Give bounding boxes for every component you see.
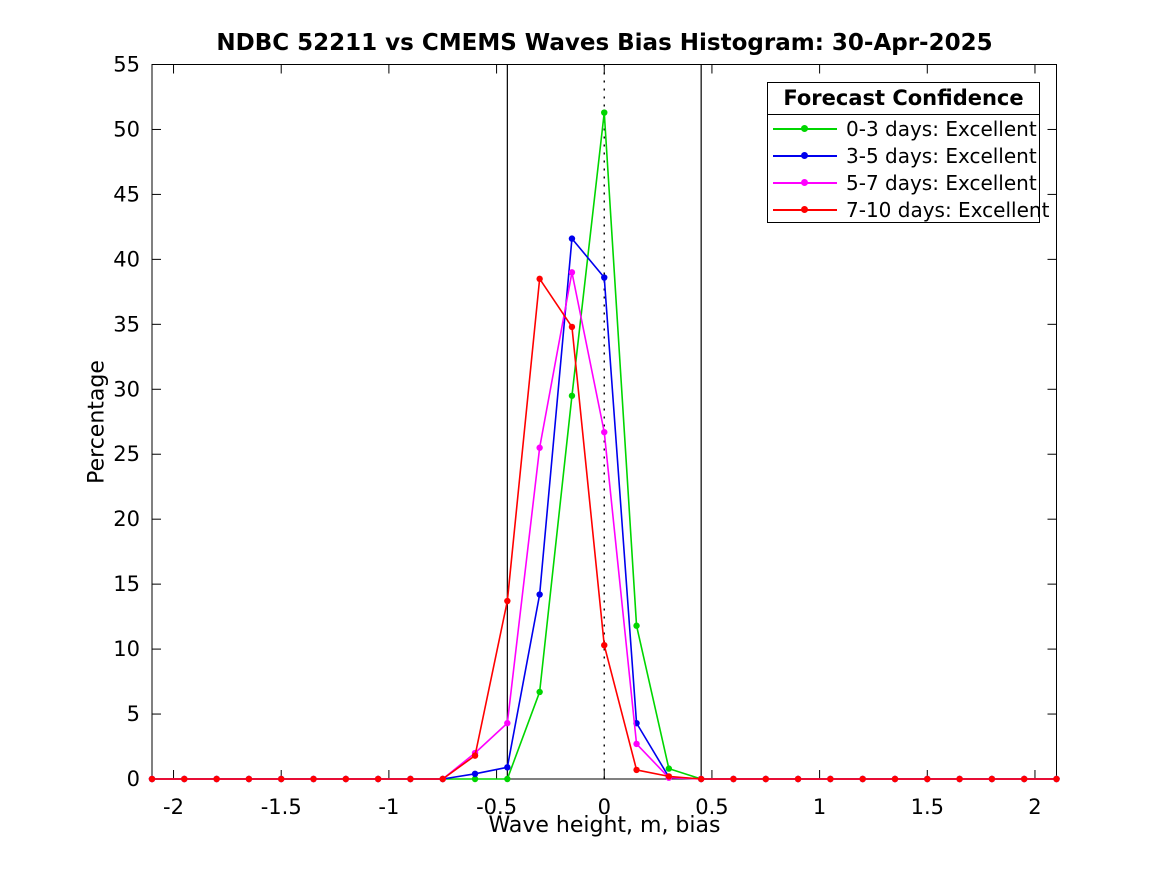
data-point-marker <box>504 719 511 727</box>
legend-item-label: 0-3 days: Excellent <box>846 116 1037 141</box>
legend-item-5-7-days: 5-7 days: Excellent <box>768 169 1039 196</box>
series-markers-7-10-days-excellent <box>148 275 1060 783</box>
data-point-marker <box>278 775 285 783</box>
data-point-marker <box>827 775 834 783</box>
data-point-marker <box>504 764 511 771</box>
data-point-marker <box>601 274 608 281</box>
y-tick-label: 20 <box>113 507 140 531</box>
legend-item-0-3-days: 0-3 days: Excellent <box>768 115 1039 142</box>
y-tick-label: 45 <box>113 182 140 206</box>
data-point-marker <box>213 775 220 783</box>
data-point-marker <box>1020 775 1028 783</box>
data-point-marker <box>439 775 446 783</box>
data-point-marker <box>310 775 317 783</box>
data-point-marker <box>536 688 543 696</box>
data-point-marker <box>633 740 640 748</box>
x-tick-label: 0 <box>598 795 611 819</box>
y-tick-label: 35 <box>113 312 140 336</box>
legend-item-label: 3-5 days: Excellent <box>846 143 1037 168</box>
legend: Forecast Confidence 0-3 days: Excellent … <box>767 82 1049 223</box>
legend-title: Forecast Confidence <box>768 83 1039 115</box>
data-point-marker <box>568 269 576 276</box>
data-point-marker <box>665 765 673 772</box>
x-tick-label: 1.5 <box>911 795 944 819</box>
data-point-marker <box>633 622 640 629</box>
data-point-marker <box>762 775 769 783</box>
legend-item-7-10-days: 7-10 days: Excellent <box>768 196 1049 223</box>
data-point-marker <box>568 392 576 399</box>
data-point-marker <box>730 775 737 783</box>
data-point-marker <box>536 275 543 283</box>
legend-item-label: 7-10 days: Excellent <box>846 197 1050 222</box>
y-tick-label: 5 <box>127 702 140 726</box>
x-tick-label: -2 <box>163 795 184 819</box>
legend-line-marker-icon <box>773 115 837 142</box>
data-point-marker <box>471 770 479 777</box>
chart-title: NDBC 52211 vs CMEMS Waves Bias Histogram… <box>216 30 993 56</box>
data-point-marker <box>181 775 188 783</box>
data-point-marker <box>536 591 543 598</box>
x-ticks: -2 -1.5 -1 -0.5 0 0.5 1 1.5 2 <box>163 64 1042 819</box>
data-point-marker <box>148 775 156 783</box>
y-tick-label: 55 <box>113 53 140 77</box>
data-point-marker <box>407 775 414 783</box>
legend-line-marker-icon <box>773 142 837 169</box>
data-point-marker <box>471 775 479 783</box>
y-ticks: 0 5 10 15 20 25 30 35 40 45 50 55 <box>113 53 1057 791</box>
x-tick-label: -0.5 <box>476 795 517 819</box>
data-point-marker <box>665 773 673 780</box>
data-point-marker <box>601 109 608 116</box>
data-point-marker <box>568 323 576 331</box>
legend-line-marker-icon <box>773 169 837 196</box>
data-point-marker <box>504 775 511 783</box>
data-point-marker <box>697 775 705 783</box>
data-point-marker <box>1053 775 1060 783</box>
data-point-marker <box>794 775 802 783</box>
data-point-marker <box>956 775 963 783</box>
x-tick-label: 2 <box>1028 795 1041 819</box>
data-point-marker <box>601 641 608 649</box>
x-tick-label: 0.5 <box>695 795 728 819</box>
data-point-marker <box>245 775 253 783</box>
x-tick-label: -1.5 <box>261 795 302 819</box>
y-tick-label: 10 <box>113 637 140 661</box>
data-point-marker <box>633 766 640 774</box>
x-tick-label: -1 <box>378 795 399 819</box>
data-point-marker <box>504 597 511 605</box>
data-point-marker <box>374 775 382 783</box>
y-tick-label: 50 <box>113 117 140 141</box>
y-tick-label: 25 <box>113 442 140 466</box>
data-point-marker <box>601 428 608 436</box>
legend-item-label: 5-7 days: Excellent <box>846 170 1037 195</box>
legend-line-marker-icon <box>773 196 837 223</box>
y-tick-label: 15 <box>113 572 140 596</box>
data-point-marker <box>891 775 899 783</box>
y-axis-label: Percentage <box>84 360 110 484</box>
data-point-marker <box>988 775 996 783</box>
x-tick-label: 1 <box>813 795 826 819</box>
x-axis-label: Wave height, m, bias <box>488 813 721 838</box>
data-point-marker <box>471 752 479 759</box>
data-point-marker <box>342 775 350 783</box>
data-point-marker <box>924 775 931 783</box>
data-point-marker <box>568 235 576 242</box>
data-point-marker <box>859 775 866 783</box>
legend-item-3-5-days: 3-5 days: Excellent <box>768 142 1039 169</box>
y-tick-label: 40 <box>113 247 140 271</box>
data-point-marker <box>536 444 543 451</box>
y-tick-label: 0 <box>127 767 140 791</box>
y-tick-label: 30 <box>113 377 140 401</box>
